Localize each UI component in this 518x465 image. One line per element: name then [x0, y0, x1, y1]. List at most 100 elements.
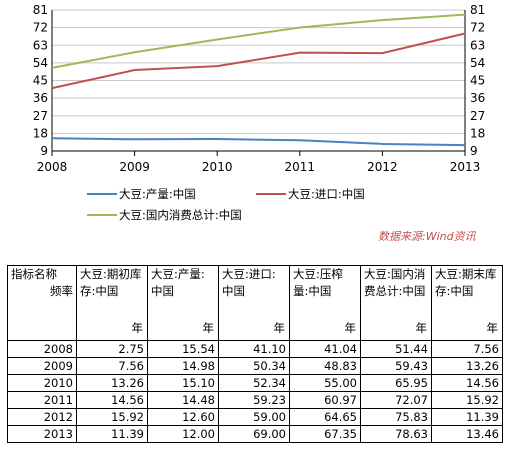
y-tick-label-right: 36 [470, 91, 485, 105]
table-cell-year: 2011 [7, 391, 77, 409]
y-tick-label-right: 27 [470, 109, 485, 123]
table-cell-year: 2013 [7, 425, 77, 443]
header-col-unit: 年 [486, 321, 499, 335]
table-cell-value: 69.00 [218, 425, 290, 443]
y-tick-label-right: 9 [470, 144, 478, 158]
header-col-consumption: 大豆:国内消费总计:中国 年 [360, 265, 432, 341]
header-col-unit: 年 [273, 321, 286, 335]
table-cell-value: 67.35 [289, 425, 361, 443]
y-tick-label-right: 18 [470, 126, 485, 140]
legend-item-consumption: 大豆:国内消费总计:中国 [87, 207, 242, 223]
series-line-0 [51, 137, 466, 147]
table-cell-value: 14.56 [76, 391, 148, 409]
table-cell-value: 2.75 [76, 340, 148, 358]
header-col-ending-stock: 大豆:期末库存:中国 年 [431, 265, 503, 341]
table-cell-value: 65.95 [360, 374, 432, 392]
header-col-import: 大豆:进口:中国 年 [218, 265, 290, 341]
table-cell-year: 2012 [7, 408, 77, 426]
table-row: 2009 7.56 14.98 50.34 48.83 59.43 13.26 [7, 357, 503, 375]
series-line-2 [51, 13, 466, 69]
y-tick-label-right: 81 [470, 3, 485, 17]
y-tick-label-left: 36 [33, 91, 48, 105]
y-tick-label-left: 63 [33, 38, 48, 52]
table-cell-year: 2009 [7, 357, 77, 375]
table-row: 2011 14.56 14.48 59.23 60.97 72.07 15.92 [7, 391, 503, 409]
header-frequency-label: 频率 [50, 284, 73, 298]
table-cell-value: 14.98 [147, 357, 219, 375]
header-col-label: 大豆:进口:中国 [222, 267, 276, 298]
y-tick-label-right: 45 [470, 74, 485, 88]
x-tick-label: 2011 [285, 160, 316, 174]
y-tick-label-right: 72 [470, 21, 485, 35]
table-cell-value: 75.83 [360, 408, 432, 426]
table-cell-value: 12.60 [147, 408, 219, 426]
table-cell-value: 12.00 [147, 425, 219, 443]
header-col-unit: 年 [415, 321, 428, 335]
x-tick-label: 2008 [37, 160, 68, 174]
x-tick-label: 2010 [202, 160, 233, 174]
table-cell-value: 15.92 [431, 391, 503, 409]
legend-label-consumption: 大豆:国内消费总计:中国 [119, 208, 242, 222]
table-cell-value: 7.56 [431, 340, 503, 358]
y-tick-label-left: 81 [33, 3, 48, 17]
y-tick-label-left: 72 [33, 21, 48, 35]
table-cell-value: 72.07 [360, 391, 432, 409]
table-cell-value: 59.00 [218, 408, 290, 426]
table-cell-value: 15.54 [147, 340, 219, 358]
header-col-label: 大豆:产量:中国 [151, 267, 205, 298]
header-col-unit: 年 [344, 321, 357, 335]
header-name-label: 指标名称 [11, 267, 57, 281]
header-col-opening-stock: 大豆:期初库存:中国 年 [76, 265, 148, 341]
table-cell-value: 60.97 [289, 391, 361, 409]
table-cell-value: 11.39 [76, 425, 148, 443]
y-tick-label-left: 9 [40, 144, 48, 158]
table-cell-year: 2008 [7, 340, 77, 358]
data-source-note: 数据来源:Wind资讯 [378, 230, 476, 243]
table-cell-value: 13.26 [76, 374, 148, 392]
table-cell-value: 15.92 [76, 408, 148, 426]
header-col-production: 大豆:产量:中国 年 [147, 265, 219, 341]
legend-item-production: 大豆:产量:中国 [87, 186, 196, 202]
table-row: 2013 11.39 12.00 69.00 67.35 78.63 13.46 [7, 425, 503, 443]
table-header-row: 指标名称 频率 大豆:期初库存:中国 年 大豆:产量:中国 年 大豆:进口:中国… [7, 265, 503, 341]
header-col-crush: 大豆:压榨量:中国 年 [289, 265, 361, 341]
table-cell-year: 2010 [7, 374, 77, 392]
header-col-unit: 年 [202, 321, 215, 335]
table-cell-value: 48.83 [289, 357, 361, 375]
legend-swatch-import [256, 193, 286, 195]
table-row: 2012 15.92 12.60 59.00 64.65 75.83 11.39 [7, 408, 503, 426]
table-body: 2008 2.75 15.54 41.10 41.04 51.44 7.56 2009 7.56… [7, 340, 503, 443]
legend-label-import: 大豆:进口:中国 [288, 187, 365, 201]
table-row: 2008 2.75 15.54 41.10 41.04 51.44 7.56 [7, 340, 503, 358]
legend-item-import: 大豆:进口:中国 [256, 186, 365, 202]
header-col-label: 大豆:期末库存:中国 [435, 267, 497, 298]
x-tick-label: 2009 [119, 160, 150, 174]
legend-label-production: 大豆:产量:中国 [119, 187, 196, 201]
table-cell-value: 14.48 [147, 391, 219, 409]
line-chart: 9 9 18 18 27 27 36 36 45 45 54 54 63 63 72 72 81 81 2008 20… [33, 3, 486, 174]
header-col-unit: 年 [131, 321, 144, 335]
table-cell-value: 41.04 [289, 340, 361, 358]
table-cell-value: 59.23 [218, 391, 290, 409]
y-tick-label-right: 54 [470, 56, 485, 70]
table-cell-value: 51.44 [360, 340, 432, 358]
y-tick-label-left: 54 [33, 56, 48, 70]
series-line-1 [51, 32, 466, 90]
table-cell-value: 15.10 [147, 374, 219, 392]
header-col-label: 大豆:压榨量:中国 [293, 267, 343, 298]
header-indicator-name: 指标名称 频率 [7, 265, 77, 341]
table-cell-value: 55.00 [289, 374, 361, 392]
table-cell-value: 52.34 [218, 374, 290, 392]
table-cell-value: 50.34 [218, 357, 290, 375]
table-cell-value: 59.43 [360, 357, 432, 375]
header-col-label: 大豆:国内消费总计:中国 [364, 267, 426, 298]
legend-swatch-consumption [87, 214, 117, 216]
y-tick-label-right: 63 [470, 38, 485, 52]
table-cell-value: 78.63 [360, 425, 432, 443]
table-row: 2010 13.26 15.10 52.34 55.00 65.95 14.56 [7, 374, 503, 392]
y-tick-label-left: 27 [33, 109, 48, 123]
table-cell-value: 14.56 [431, 374, 503, 392]
y-tick-label-left: 18 [33, 126, 48, 140]
data-table: 指标名称 频率 大豆:期初库存:中国 年 大豆:产量:中国 年 大豆:进口:中国… [7, 265, 503, 443]
table-cell-value: 41.10 [218, 340, 290, 358]
